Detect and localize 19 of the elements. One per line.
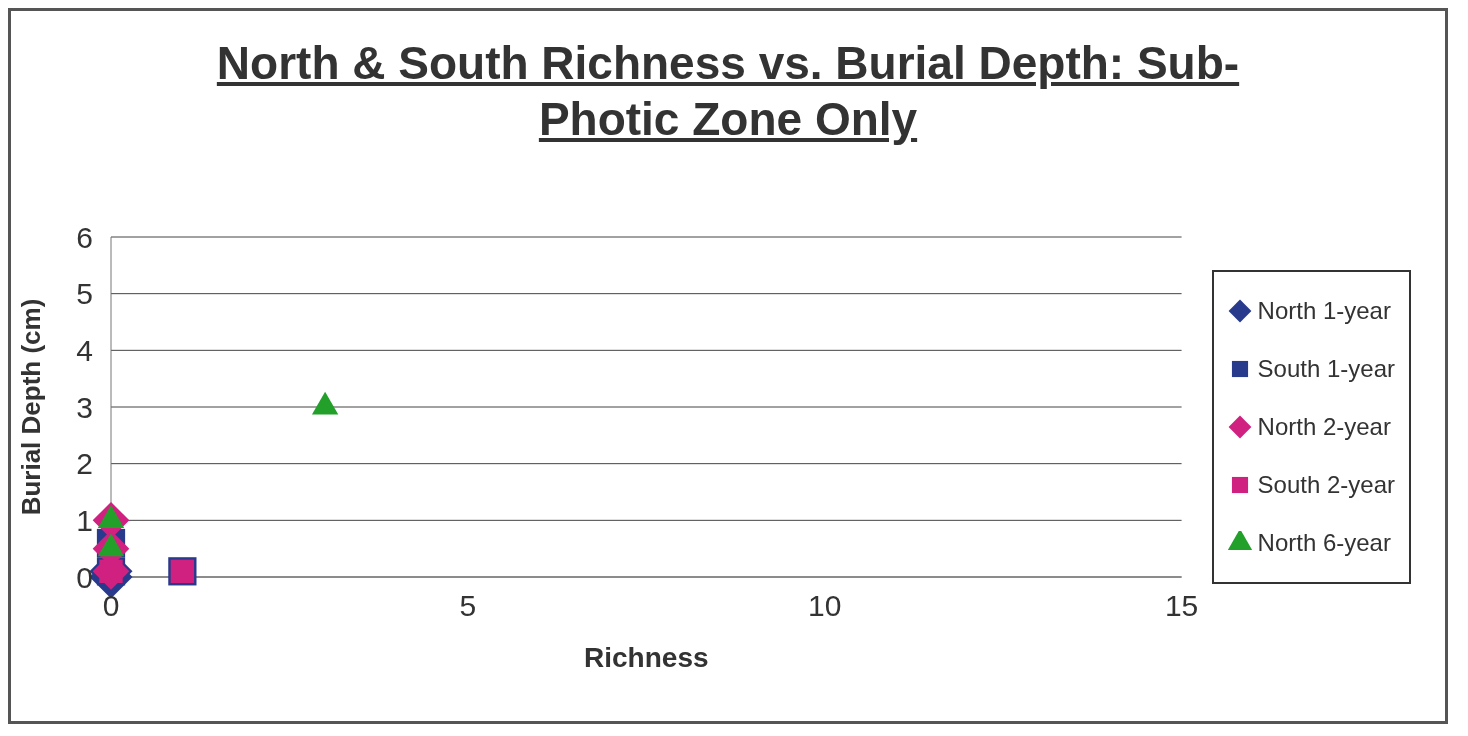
- y-tick-label: 2: [76, 447, 93, 481]
- y-tick-label: 0: [76, 560, 93, 594]
- y-tick-label: 6: [76, 220, 93, 254]
- x-tick-label: 10: [808, 589, 842, 623]
- legend-label: North 2-year: [1256, 412, 1392, 442]
- x-tick-label: 5: [459, 589, 477, 623]
- x-tick-label: 15: [1164, 589, 1199, 623]
- y-tick-label: 1: [76, 503, 93, 537]
- y-tick-label: 3: [76, 390, 93, 424]
- legend-label: North 6-year: [1256, 528, 1392, 558]
- y-tick-label: 4: [76, 333, 93, 367]
- x-tick-label: 0: [102, 589, 120, 623]
- legend-label: North 1-year: [1256, 296, 1392, 326]
- legend-label: South 2-year: [1256, 470, 1395, 500]
- x-axis-title: Richness: [584, 642, 709, 673]
- chart-title: North & South Richness vs. Burial Depth: Sub-Photic Zone Only: [215, 36, 1241, 147]
- y-axis-title: Burial Depth (cm): [16, 298, 47, 516]
- y-tick-label: 5: [76, 277, 93, 311]
- legend-label: South 1-year: [1256, 354, 1395, 384]
